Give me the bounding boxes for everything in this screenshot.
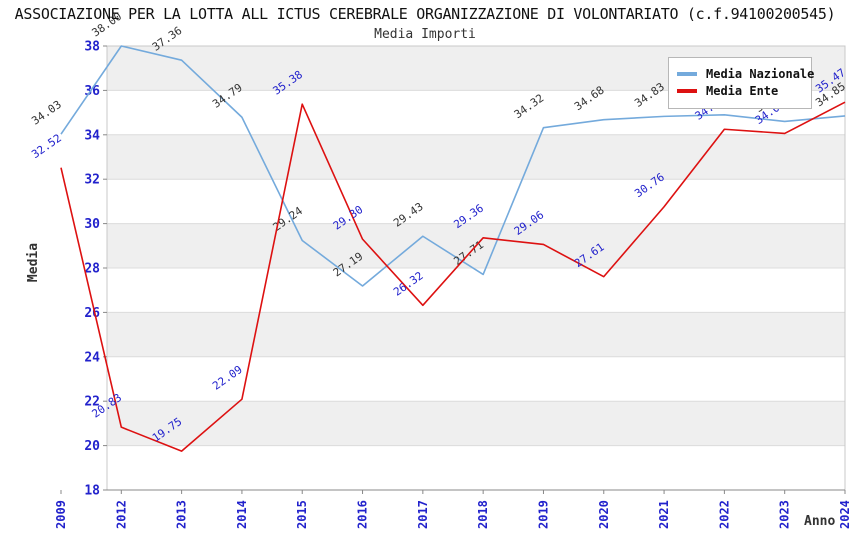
y-tick-label: 24	[84, 350, 100, 365]
y-tick-label: 32	[84, 173, 100, 188]
series-line-media-nazionale	[60, 45, 846, 287]
x-tick-label: 2017	[416, 500, 430, 529]
point-label: 34.03	[29, 98, 64, 128]
x-tick-label: 2021	[657, 500, 671, 529]
x-axis-title: Anno	[804, 514, 836, 529]
x-tick-label: 2018	[476, 500, 490, 529]
x-tick-label: 2013	[175, 500, 189, 529]
x-tick-label: 2014	[235, 500, 249, 529]
y-tick-label: 26	[84, 306, 100, 321]
chart-title: ASSOCIAZIONE PER LA LOTTA ALL ICTUS CERE…	[14, 5, 836, 23]
x-tick-label: 2022	[717, 500, 731, 529]
x-tick-label: 2016	[356, 500, 370, 529]
legend-item-nazionale: Media Nazionale	[677, 67, 814, 81]
y-tick-label: 38	[84, 40, 100, 55]
y-axis-title: Media	[26, 242, 42, 283]
legend-label: Media Nazionale	[706, 67, 815, 81]
x-tick-label: 2024	[838, 500, 850, 529]
x-tick-label: 2012	[114, 500, 128, 529]
y-tick-label: 34	[84, 128, 100, 143]
legend-item-ente: Media Ente	[677, 84, 803, 98]
x-tick-label: 2019	[536, 500, 550, 529]
y-tick-label: 18	[84, 484, 100, 499]
x-tick-label: 2015	[295, 500, 309, 529]
legend: Media Nazionale Media Ente	[668, 57, 814, 109]
x-tick-label: 2009	[54, 500, 68, 529]
grid-band	[107, 401, 845, 446]
x-tick-label: 2023	[778, 500, 792, 529]
series-line-media-ente	[60, 101, 846, 452]
grid-band	[107, 312, 845, 357]
grid-band	[107, 134, 845, 180]
y-tick-label: 30	[84, 217, 100, 232]
legend-label: Media Ente	[706, 84, 779, 98]
x-tick-label: 2020	[597, 500, 611, 529]
y-tick-label: 28	[84, 262, 100, 277]
ente-line-swatch-icon	[677, 89, 697, 93]
y-tick-label: 20	[84, 439, 100, 454]
nazionale-line-swatch-icon	[677, 72, 697, 76]
point-label: 32.52	[29, 131, 64, 161]
y-tick-label: 22	[84, 395, 100, 410]
chart-subtitle: Media Importi	[374, 27, 476, 42]
